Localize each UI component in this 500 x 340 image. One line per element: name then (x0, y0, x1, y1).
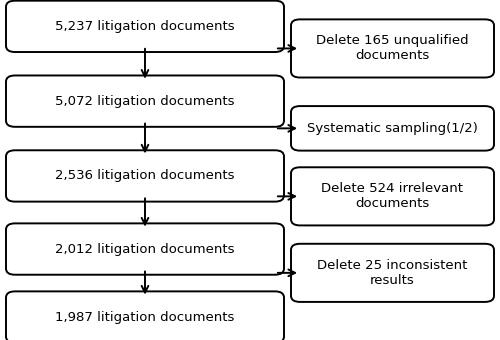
FancyBboxPatch shape (6, 223, 284, 275)
Text: Delete 524 irrelevant
documents: Delete 524 irrelevant documents (322, 182, 464, 210)
Text: 2,012 litigation documents: 2,012 litigation documents (56, 242, 235, 256)
Text: Delete 165 unqualified
documents: Delete 165 unqualified documents (316, 34, 469, 63)
FancyBboxPatch shape (291, 106, 494, 151)
FancyBboxPatch shape (6, 150, 284, 202)
FancyBboxPatch shape (6, 291, 284, 340)
FancyBboxPatch shape (291, 167, 494, 225)
FancyBboxPatch shape (291, 244, 494, 302)
Text: Systematic sampling(1/2): Systematic sampling(1/2) (307, 122, 478, 135)
Text: 2,536 litigation documents: 2,536 litigation documents (56, 169, 235, 183)
Text: 5,237 litigation documents: 5,237 litigation documents (55, 20, 235, 33)
FancyBboxPatch shape (6, 1, 284, 52)
Text: Delete 25 inconsistent
results: Delete 25 inconsistent results (318, 259, 468, 287)
FancyBboxPatch shape (6, 75, 284, 127)
FancyBboxPatch shape (291, 19, 494, 78)
Text: 1,987 litigation documents: 1,987 litigation documents (56, 310, 234, 324)
Text: 5,072 litigation documents: 5,072 litigation documents (56, 95, 235, 108)
